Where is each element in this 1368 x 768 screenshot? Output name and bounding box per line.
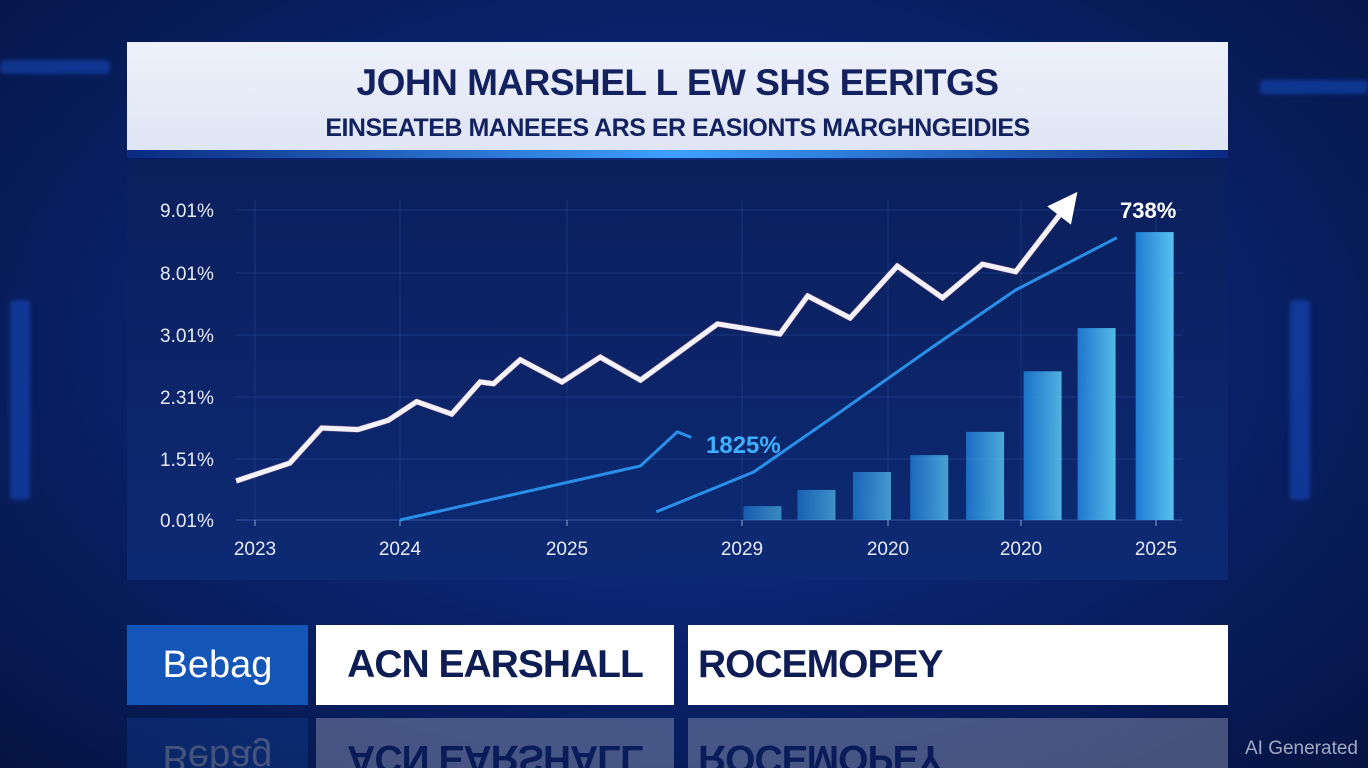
lower-third-name: ACN EARSHALL — [316, 625, 674, 705]
bar — [966, 431, 1005, 520]
bar — [743, 506, 782, 520]
annotation-label: 1825% — [706, 432, 781, 459]
y-tick-label: 0.01% — [160, 511, 214, 532]
channel-logo: Bebag — [127, 625, 308, 705]
x-tick-label: 2020 — [1000, 539, 1042, 560]
annotation-label: 738% — [1120, 198, 1176, 223]
main-line — [235, 191, 1078, 484]
x-tick-label: 2025 — [1135, 539, 1177, 560]
watermark: AI Generated — [1244, 738, 1358, 759]
y-tick-label: 1.51% — [160, 450, 214, 471]
y-tick-label: 2.31% — [160, 388, 214, 409]
reflection-lower-third-topic: ROCEMOPEY — [688, 718, 1228, 768]
headline-panel: JOHN MARSHEL L EW SHS EERITGS EINSEATEB … — [127, 42, 1228, 150]
bar — [1135, 232, 1174, 521]
background-glow — [1290, 300, 1310, 500]
background-glow — [1260, 80, 1368, 94]
lower-third-topic: ROCEMOPEY — [688, 625, 1228, 705]
reflection-lower-third-name: ACN EARSHALL — [316, 718, 674, 768]
main-line-shadow — [235, 201, 1071, 484]
bar — [852, 472, 891, 520]
bar — [1023, 371, 1062, 520]
x-tick-label: 2020 — [867, 539, 909, 560]
background-glow — [10, 300, 30, 500]
reflection-channel-logo: Bebag — [127, 718, 308, 768]
header-divider — [127, 150, 1228, 158]
headline-title: JOHN MARSHEL L EW SHS EERITGS — [356, 62, 1000, 103]
y-tick-label: 9.01% — [160, 201, 214, 222]
y-tick-label: 8.01% — [160, 264, 214, 285]
trend-curve — [655, 236, 1118, 514]
bar — [1077, 328, 1116, 520]
x-tick-label: 2025 — [546, 539, 588, 560]
x-tick-label: 2024 — [379, 539, 422, 560]
background-glow — [0, 60, 110, 74]
x-tick-label: 2029 — [721, 539, 763, 560]
secondary-line — [399, 430, 692, 522]
headline-subtitle: EINSEATEB MANEEES ARS ER EASIONTS MARGHN… — [325, 114, 1030, 142]
bar — [910, 455, 949, 520]
x-tick-label: 2023 — [234, 539, 276, 560]
banner-reflection: Bebag ACN EARSHALL ROCEMOPEY — [127, 712, 1228, 768]
y-tick-label: 3.01% — [160, 326, 214, 347]
bar — [797, 489, 836, 520]
